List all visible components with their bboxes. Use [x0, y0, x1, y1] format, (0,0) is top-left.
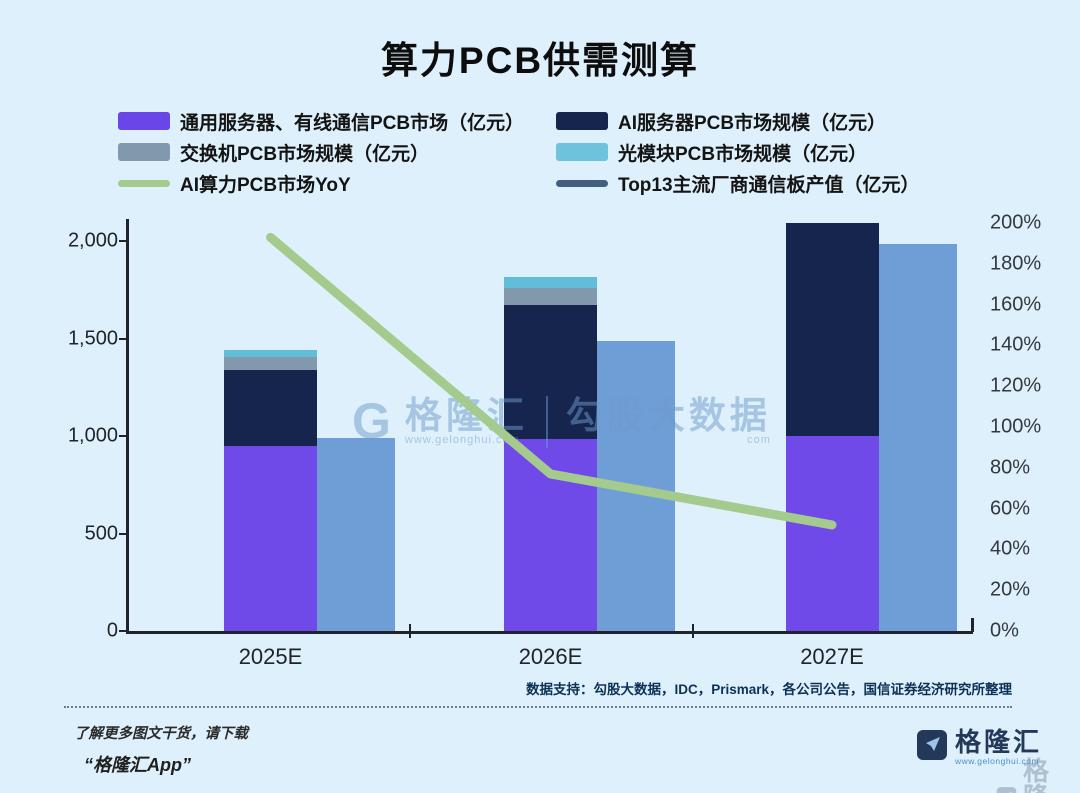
legend-label: AI算力PCB市场YoY	[180, 174, 351, 196]
promo-app-name: “格隆汇App”	[84, 755, 191, 775]
promo-block: 了解更多图文干货，请下载 “格隆汇App”	[74, 722, 248, 777]
legend-item: 通用服务器、有线通信PCB市场（亿元）	[118, 110, 525, 134]
watermark-right-text: 勾股大数据	[565, 395, 771, 436]
stacked-bar-segment	[504, 277, 597, 288]
legend-item: AI算力PCB市场YoY	[118, 172, 524, 196]
watermark-divider	[545, 396, 548, 448]
yoy-line-chart	[266, 232, 837, 530]
x-axis-line	[126, 631, 973, 634]
right-axis-tick-label: 100%	[990, 415, 1042, 438]
right-axis-tick-label: 80%	[990, 456, 1031, 479]
gelonghui-logo: 格隆汇 www.gelonghui.com	[916, 729, 1042, 766]
stacked-bar-segment	[224, 369, 317, 446]
right-axis-tick-label: 180%	[990, 252, 1042, 275]
promo-text: 了解更多图文干货，请下载	[74, 726, 248, 742]
watermark-url-text: www.gelonghui.com	[404, 434, 520, 446]
x-axis-category-label: 2026E	[518, 644, 583, 669]
legend-line-swatch	[556, 179, 608, 187]
legend-label: 光模块PCB市场规模（亿元）	[618, 143, 868, 165]
right-axis-tick-label: 140%	[990, 333, 1042, 356]
legend-line-swatch	[118, 179, 170, 187]
right-axis-tick-label: 160%	[990, 293, 1042, 316]
stacked-bar-segment	[504, 287, 597, 306]
y-axis-tick	[119, 240, 128, 243]
right-axis-tick-label: 0%	[990, 619, 1019, 642]
stacked-bar-segment	[785, 223, 879, 437]
watermark-right-sub: com	[747, 434, 771, 446]
data-source-note: 数据支持：勾股大数据，IDC，Prismark，各公司公告，国信证券经济研究所整…	[525, 682, 1012, 697]
legend-color-swatch	[556, 143, 608, 161]
stacked-bar-segment	[224, 357, 317, 370]
x-axis-tick	[691, 624, 694, 638]
gelonghui-g-mark: G	[352, 393, 391, 449]
stacked-bar-segment	[785, 436, 879, 631]
top13-output-bar	[878, 243, 957, 631]
y-axis-tick-label: 2,000	[67, 229, 118, 252]
right-axis-tick-label: 20%	[990, 578, 1031, 601]
y-axis-tick	[119, 435, 128, 438]
y-axis-tick-label: 1,500	[67, 327, 118, 350]
y-axis-tick-label: 1,000	[67, 424, 118, 447]
chart-title: 算力PCB供需测算	[380, 40, 700, 81]
stacked-bar-segment	[224, 350, 317, 358]
chart-plot-area: 0 500 1,000 1,500 2,000 0% 20% 40% 60% 80% 100% 120…	[68, 212, 1041, 669]
gelonghui-logo-watermark-corner: 格隆汇	[996, 758, 1080, 793]
x-axis-category-label: 2025E	[238, 644, 303, 669]
legend-color-swatch	[118, 112, 170, 130]
yoy-line	[266, 232, 837, 530]
right-axis-tick-label: 60%	[990, 497, 1031, 520]
legend-label: AI服务器PCB市场规模（亿元）	[618, 112, 887, 134]
y-axis-tick	[119, 532, 128, 535]
right-axis-tick-label: 40%	[990, 537, 1031, 560]
legend-label: Top13主流厂商通信板产值（亿元）	[618, 174, 920, 196]
legend-column-left: 通用服务器、有线通信PCB市场（亿元） 交换机PCB市场规模（亿元） AI算力PCB…	[118, 110, 525, 196]
right-axis-corner-tick	[971, 618, 974, 632]
y-axis-tick	[119, 630, 128, 632]
logo-url-text: www.gelonghui.com	[955, 756, 1040, 766]
logo-brand-text: 格隆汇	[955, 727, 1043, 757]
ghost-brand-text: 格隆汇	[1022, 756, 1052, 793]
top13-output-bar	[317, 437, 395, 631]
x-axis-tick	[409, 624, 412, 638]
right-axis-tick-label: 200%	[990, 211, 1042, 234]
stacked-bar-segment	[504, 305, 597, 439]
legend-item: 交换机PCB市场规模（亿元）	[118, 141, 524, 165]
right-axis-tick-label: 120%	[990, 374, 1042, 397]
gelonghui-ghost-icon	[996, 787, 1017, 793]
stacked-bar-segment	[224, 445, 317, 631]
dotted-separator	[64, 706, 1012, 708]
y-axis-tick-label: 500	[84, 522, 118, 544]
y-axis-tick	[119, 337, 128, 340]
x-axis-category-label: 2027E	[800, 644, 864, 669]
legend-item: AI服务器PCB市场规模（亿元）	[556, 110, 920, 134]
legend-item: Top13主流厂商通信板产值（亿元）	[556, 172, 920, 196]
y-axis-tick-label: 0	[106, 619, 118, 642]
legend-label: 交换机PCB市场规模（亿元）	[180, 143, 430, 165]
legend-column-right: AI服务器PCB市场规模（亿元） 光模块PCB市场规模（亿元） Top13主流厂商通…	[556, 110, 920, 196]
y-axis-line	[126, 219, 129, 633]
gelonghui-logo-icon	[917, 730, 947, 760]
legend-label: 通用服务器、有线通信PCB市场（亿元）	[180, 112, 525, 134]
legend-color-swatch	[118, 143, 170, 161]
legend-item: 光模块PCB市场规模（亿元）	[556, 141, 920, 165]
legend-color-swatch	[556, 112, 608, 130]
